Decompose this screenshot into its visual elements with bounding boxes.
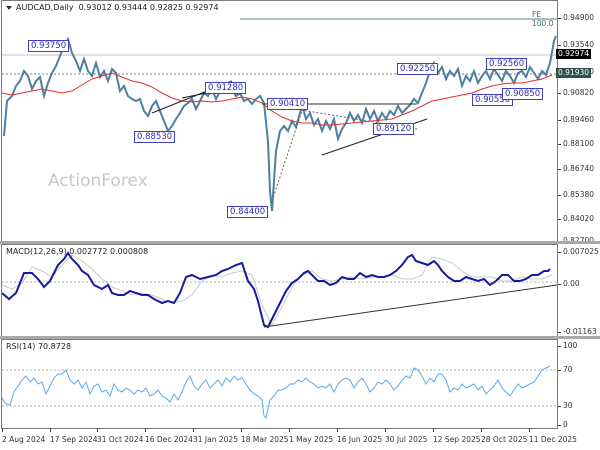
date-tick: 1 May 2025: [289, 435, 334, 444]
date-tick: 31 Jan 2025: [193, 435, 238, 444]
price-tick: 0.88100: [558, 139, 594, 148]
time-axis[interactable]: 2 Aug 2024 17 Sep 2024 31 Oct 2024 16 De…: [0, 428, 577, 450]
price-plot: [2, 18, 557, 212]
marker-price-tag: 0.91930: [556, 68, 592, 78]
price-tick: 0.86740: [558, 164, 594, 173]
price-tick: 0.94900: [558, 13, 594, 22]
date-tick: 17 Sep 2024: [50, 435, 98, 444]
fe-label: FE 100.0: [532, 10, 554, 28]
symbol-label: AUDCAD,Daily: [16, 3, 74, 12]
current-price-tag: 0.92974: [556, 49, 592, 59]
pane-separator[interactable]: [0, 336, 600, 339]
date-tick: 2 Aug 2024: [2, 435, 46, 444]
date-tick: 16 Dec 2024: [145, 435, 193, 444]
rsi-pane[interactable]: RSI(14) 70.8728: [1, 339, 558, 429]
annotation-label: 0.90850: [502, 88, 544, 100]
date-tick: 11 Dec 2025: [529, 435, 577, 444]
rsi-title: RSI(14) 70.8728: [6, 342, 72, 351]
rsi-tick: 100: [558, 341, 577, 350]
price-tick: 0.89460: [558, 115, 594, 124]
dropdown-triangle-icon[interactable]: [6, 5, 12, 10]
annotation-label: 0.92560: [486, 58, 528, 70]
macd-pane[interactable]: MACD(12,26,9) 0.002772 0.000808: [1, 244, 558, 337]
annotation-label: 0.92250: [397, 63, 439, 75]
rsi-plot: [2, 365, 557, 419]
date-tick: 18 Mar 2025: [241, 435, 289, 444]
rsi-axis[interactable]: 100 70 30 0: [558, 339, 600, 429]
price-tick: 0.93540: [558, 40, 594, 49]
price-tick: 0.84020: [558, 214, 594, 223]
macd-tick: -0.01163: [558, 327, 597, 336]
annotation-label: 0.90410: [267, 98, 309, 110]
price-axis[interactable]: 0.94900 0.93540 0.92180 0.90820 0.89460 …: [558, 0, 600, 245]
date-tick: 30 Jul 2025: [385, 435, 428, 444]
price-tick: 0.90820: [558, 88, 594, 97]
price-tick: 0.82700: [558, 236, 594, 245]
date-tick: 16 Jun 2025: [337, 435, 383, 444]
date-tick: 28 Oct 2025: [481, 435, 528, 444]
annotation-label: 0.84400: [227, 206, 269, 218]
date-tick: 12 Sep 2025: [433, 435, 481, 444]
annotation-label: 0.89120: [373, 123, 415, 135]
macd-title: MACD(12,26,9) 0.002772 0.000808: [6, 247, 149, 256]
macd-axis[interactable]: 0.007025 0.00 -0.01163: [558, 244, 600, 336]
annotation-label: 0.91280: [205, 82, 247, 94]
price-tick: 0.85380: [558, 190, 594, 199]
ohlc-values: 0.93012 0.93444 0.92825 0.92974: [78, 3, 219, 12]
rsi-tick: 30: [558, 401, 573, 410]
watermark: ActionForex: [48, 171, 148, 191]
macd-plot: [2, 251, 557, 329]
price-chart-pane[interactable]: AUDCAD,Daily 0.93012 0.93444 0.92825 0.9…: [1, 0, 558, 243]
chart-title: AUDCAD,Daily 0.93012 0.93444 0.92825 0.9…: [6, 3, 219, 12]
macd-tick: 0.007025: [558, 247, 599, 256]
rsi-tick: 70: [558, 365, 573, 374]
pane-separator[interactable]: [0, 241, 600, 244]
annotation-label: 0.93750: [28, 40, 70, 52]
macd-tick: 0.00: [558, 279, 580, 288]
rsi-tick: 0: [558, 420, 568, 429]
date-tick: 31 Oct 2024: [97, 435, 144, 444]
annotation-label: 0.88530: [134, 131, 176, 143]
